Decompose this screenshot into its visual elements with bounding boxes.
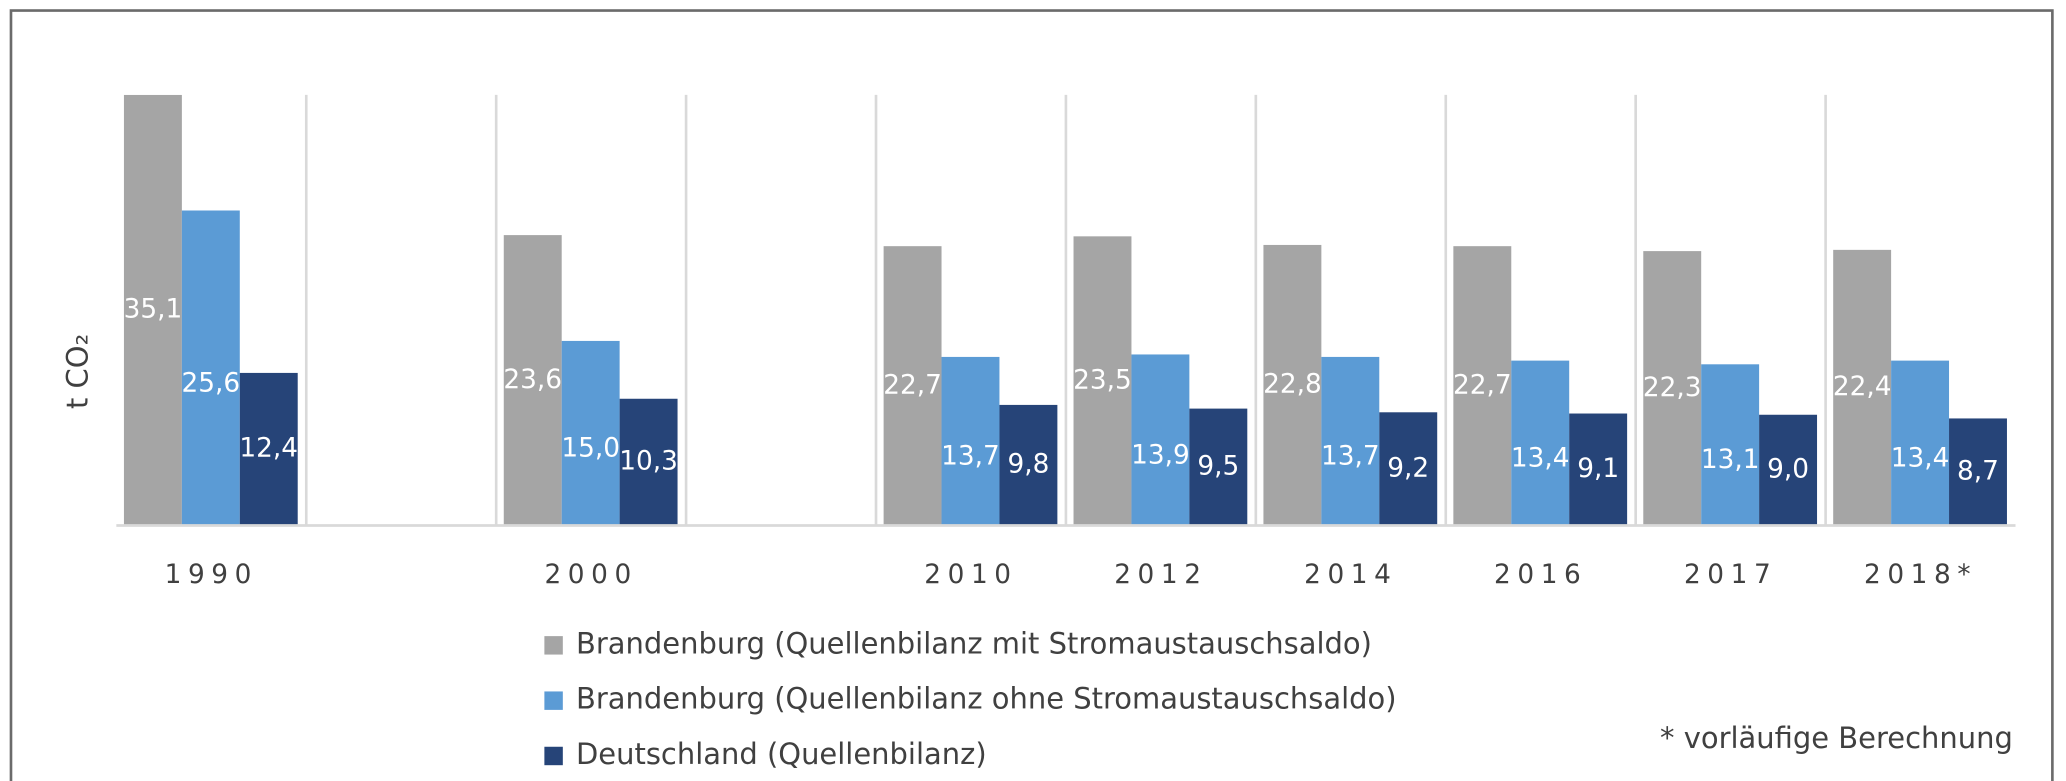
value-label: 13,7 xyxy=(941,442,1000,472)
legend-label: Brandenburg (Quellenbilanz mit Stromaust… xyxy=(576,626,1372,660)
bar xyxy=(883,246,942,526)
bar xyxy=(1263,244,1322,526)
value-label: 22,3 xyxy=(1643,373,1702,403)
value-label: 9,5 xyxy=(1197,452,1239,482)
value-label: 10,3 xyxy=(619,447,678,477)
value-label: 13,4 xyxy=(1891,443,1950,473)
bar xyxy=(1321,356,1380,526)
bar xyxy=(1131,354,1190,526)
bar xyxy=(1643,251,1702,526)
legend-swatch xyxy=(544,746,563,766)
bar xyxy=(123,94,182,526)
legend-swatch xyxy=(544,691,563,710)
x-tick-label: 2016 xyxy=(1494,560,1587,590)
value-label: 8,7 xyxy=(1957,456,1999,486)
bar xyxy=(1891,360,1950,526)
value-label: 9,2 xyxy=(1387,453,1429,483)
value-label: 22,8 xyxy=(1263,370,1322,400)
legend-label: Brandenburg (Quellenbilanz ohne Stromaus… xyxy=(576,682,1397,716)
bar xyxy=(1073,236,1132,526)
bar xyxy=(1833,249,1892,526)
value-label: 9,1 xyxy=(1577,454,1619,484)
bar xyxy=(1569,413,1628,526)
value-label: 22,7 xyxy=(883,370,942,400)
bar xyxy=(1511,360,1570,526)
x-tick-label: 2014 xyxy=(1304,560,1397,590)
bar xyxy=(941,356,1000,526)
bar xyxy=(239,372,298,526)
x-tick-label: 2017 xyxy=(1684,560,1777,590)
bar xyxy=(999,404,1058,526)
bar xyxy=(1701,364,1760,526)
bar xyxy=(1759,414,1818,526)
value-label: 13,9 xyxy=(1131,440,1190,470)
value-label: 22,7 xyxy=(1453,370,1512,400)
x-tick-label: 2000 xyxy=(544,560,637,590)
value-label: 9,0 xyxy=(1767,455,1809,485)
bar xyxy=(1453,246,1512,526)
x-tick-label: 2012 xyxy=(1114,560,1207,590)
bar xyxy=(619,398,678,526)
bar xyxy=(561,340,620,526)
value-label: 23,5 xyxy=(1073,365,1132,395)
value-label: 9,8 xyxy=(1007,450,1049,480)
x-tick-label: 1990 xyxy=(165,560,258,590)
value-label: 23,6 xyxy=(503,365,562,395)
bar xyxy=(503,235,562,526)
value-label: 13,4 xyxy=(1511,443,1570,473)
x-tick-label: 2010 xyxy=(924,560,1017,590)
bar xyxy=(181,210,240,526)
legend-swatch xyxy=(544,636,563,655)
value-label: 35,1 xyxy=(124,295,183,325)
value-label: 15,0 xyxy=(561,434,620,464)
value-label: 25,6 xyxy=(182,368,241,398)
value-label: 13,7 xyxy=(1321,442,1380,472)
value-label: 13,1 xyxy=(1701,445,1760,475)
note: * vorläufige Berechnung xyxy=(1660,721,2013,755)
x-tick-label: 2018* xyxy=(1864,560,1977,590)
bar xyxy=(1379,412,1438,526)
value-label: 12,4 xyxy=(239,434,298,464)
value-label: 22,4 xyxy=(1833,372,1892,402)
bar xyxy=(1189,408,1248,526)
legend-label: Deutschland (Quellenbilanz) xyxy=(576,737,987,771)
y-axis-label: t CO₂ xyxy=(60,334,94,409)
bar xyxy=(1949,418,2007,526)
